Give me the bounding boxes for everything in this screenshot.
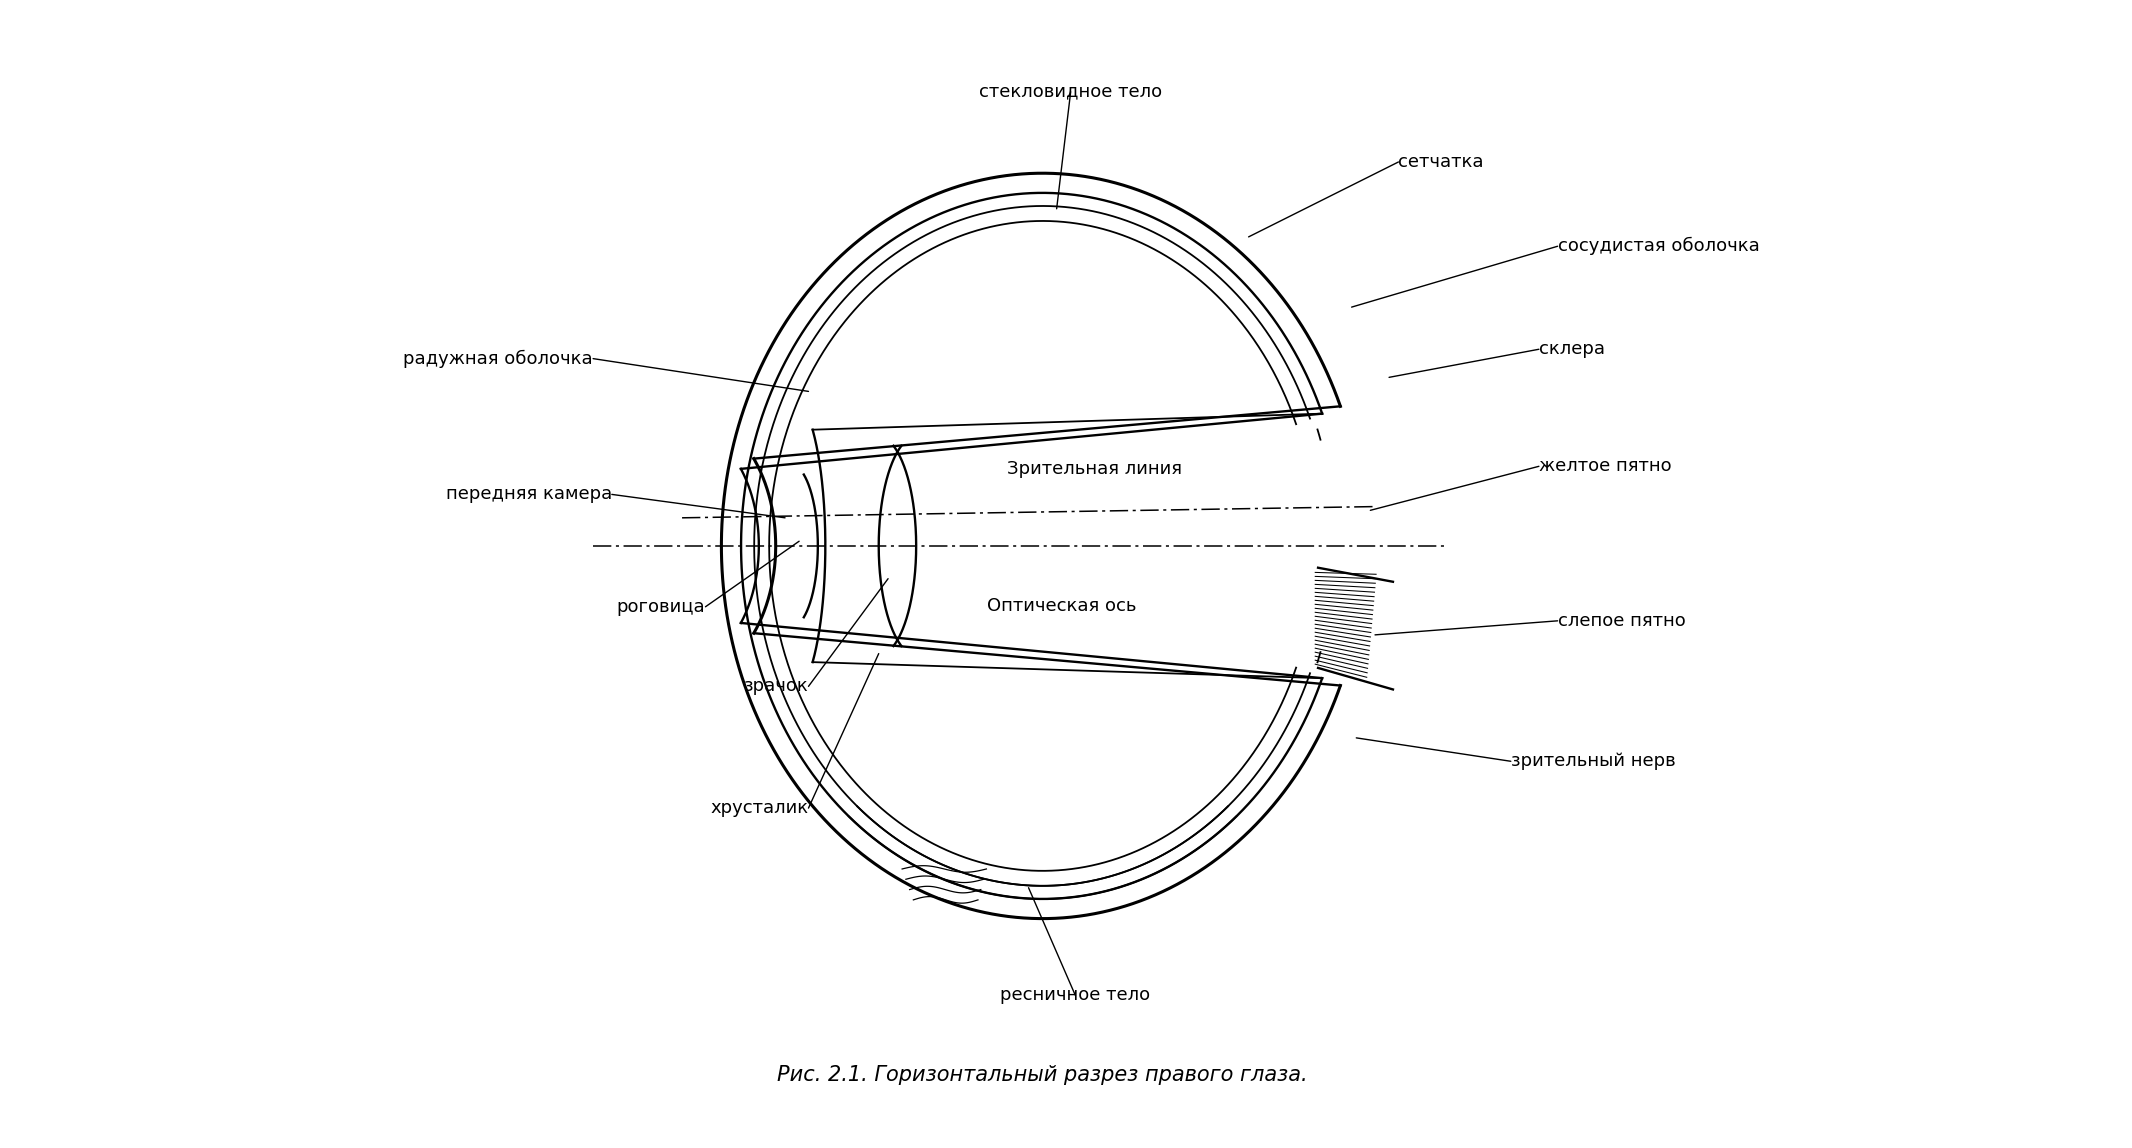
Text: слепое пятно: слепое пятно bbox=[1558, 612, 1686, 630]
Text: роговица: роговица bbox=[616, 598, 706, 615]
Text: сетчатка: сетчатка bbox=[1399, 153, 1484, 171]
Text: Рис. 2.1. Горизонтальный разрез правого глаза.: Рис. 2.1. Горизонтальный разрез правого … bbox=[778, 1065, 1307, 1085]
Text: желтое пятно: желтое пятно bbox=[1539, 457, 1671, 475]
Text: Оптическая ось: Оптическая ось bbox=[987, 597, 1136, 615]
Text: ресничное тело: ресничное тело bbox=[1000, 986, 1151, 1004]
Text: склера: склера bbox=[1539, 340, 1605, 358]
Text: сосудистая оболочка: сосудистая оболочка bbox=[1558, 238, 1759, 255]
Text: радужная оболочка: радужная оболочка bbox=[403, 349, 593, 367]
Text: Зрительная линия: Зрительная линия bbox=[1006, 460, 1181, 479]
Text: передняя камера: передняя камера bbox=[446, 486, 612, 504]
Text: стекловидное тело: стекловидное тело bbox=[979, 83, 1162, 101]
Text: зрачок: зрачок bbox=[744, 677, 808, 696]
Text: зрительный нерв: зрительный нерв bbox=[1512, 752, 1676, 770]
Text: хрусталик: хрусталик bbox=[710, 799, 808, 817]
